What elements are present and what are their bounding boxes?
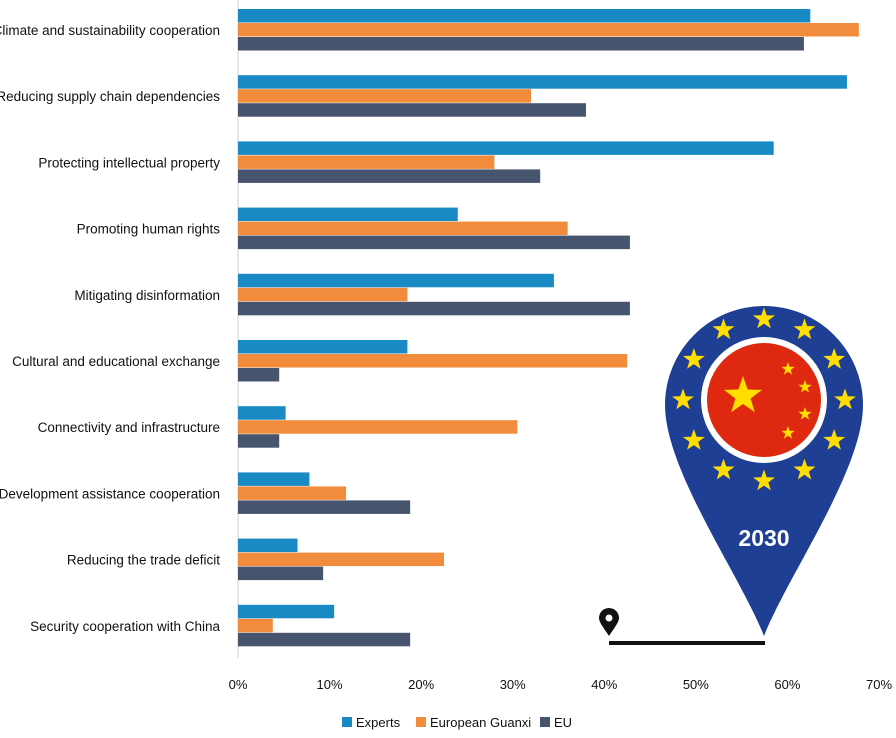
category-labels: Climate and sustainability cooperation Re…: [0, 23, 220, 634]
eu-star-ring: [672, 307, 856, 491]
bar-european-guanxi-protecting-intellectual-property: [238, 155, 495, 169]
bar-eu-cultural-and-educational-exchange: [238, 368, 280, 382]
category-label-cultural-and-educational-exchange: Cultural and educational exchange: [12, 354, 220, 369]
china-small-star-icon: [781, 362, 795, 375]
legend-swatch-european-guanxi: [416, 717, 426, 727]
x-tick-label: 50%: [683, 677, 709, 692]
bar-european-guanxi-promoting-human-rights: [238, 221, 568, 236]
x-tick-label: 70%: [866, 677, 892, 692]
category-label-security-cooperation-with-china: Security cooperation with China: [30, 619, 220, 634]
legend-label-experts: Experts: [356, 715, 401, 730]
category-label-climate-and-sustainability-cooperation: Climate and sustainability cooperation: [0, 23, 220, 38]
eu-star-icon: [834, 388, 856, 410]
bar-european-guanxi-connectivity-and-infrastructure: [238, 420, 518, 434]
bar-experts-connectivity-and-infrastructure: [238, 406, 286, 420]
china-small-star-icon: [781, 426, 795, 439]
x-tick-label: 40%: [591, 677, 617, 692]
bar-european-guanxi-reducing-the-trade-deficit: [238, 552, 445, 567]
bar-experts-mitigating-disinformation: [238, 273, 554, 288]
x-tick-label: 20%: [408, 677, 434, 692]
x-tick-label: 30%: [500, 677, 526, 692]
bar-eu-reducing-supply-chain-dependencies: [238, 103, 586, 117]
china-small-star-icon: [798, 407, 812, 420]
x-axis-ticks: 0% 10% 20% 30% 40% 50% 60% 70%: [229, 677, 893, 692]
bar-eu-promoting-human-rights: [238, 235, 630, 250]
bar-experts-climate-and-sustainability-cooperation: [238, 9, 811, 23]
bar-european-guanxi-climate-and-sustainability-cooperation: [238, 23, 859, 37]
bar-experts-security-cooperation-with-china: [238, 604, 335, 619]
category-label-protecting-intellectual-property: Protecting intellectual property: [38, 155, 220, 170]
x-tick-label: 10%: [317, 677, 343, 692]
bar-european-guanxi-security-cooperation-with-china: [238, 618, 273, 633]
bar-eu-reducing-the-trade-deficit: [238, 566, 324, 581]
eu-star-icon: [672, 388, 694, 410]
eu-star-icon: [823, 429, 846, 450]
eu-star-icon: [823, 348, 846, 369]
location-marker-icon: [599, 608, 619, 636]
category-label-mitigating-disinformation: Mitigating disinformation: [74, 288, 220, 303]
bars: [238, 9, 859, 647]
category-label-reducing-supply-chain-dependencies: Reducing supply chain dependencies: [0, 89, 220, 104]
bar-experts-reducing-the-trade-deficit: [238, 538, 298, 553]
legend-swatch-eu: [540, 717, 550, 727]
bar-experts-protecting-intellectual-property: [238, 141, 774, 155]
eu-star-icon: [712, 318, 735, 340]
bar-experts-cultural-and-educational-exchange: [238, 340, 408, 354]
legend: Experts European Guanxi EU: [342, 715, 572, 730]
x-tick-label: 60%: [774, 677, 800, 692]
bar-experts-reducing-supply-chain-dependencies: [238, 75, 847, 89]
eu-star-icon: [793, 458, 816, 480]
eu-star-icon: [753, 307, 775, 329]
category-label-promoting-human-rights: Promoting human rights: [77, 222, 221, 237]
legend-swatch-experts: [342, 717, 352, 727]
eu-star-icon: [712, 458, 735, 480]
legend-label-european-guanxi: European Guanxi: [430, 715, 531, 730]
bar-eu-security-cooperation-with-china: [238, 632, 411, 647]
category-label-development-assistance-cooperation: Development assistance cooperation: [0, 486, 220, 501]
x-tick-label: 0%: [229, 677, 248, 692]
bar-experts-promoting-human-rights: [238, 207, 458, 222]
eu-star-icon: [682, 429, 705, 450]
eu-china-pin-illustration: 2030: [599, 306, 863, 645]
bar-european-guanxi-development-assistance-cooperation: [238, 486, 347, 500]
china-small-star-icon: [798, 380, 812, 393]
bar-eu-mitigating-disinformation: [238, 301, 630, 316]
badge-year: 2030: [738, 525, 789, 551]
category-label-reducing-the-trade-deficit: Reducing the trade deficit: [67, 553, 220, 568]
china-flag-stars: [723, 362, 812, 439]
bar-european-guanxi-reducing-supply-chain-dependencies: [238, 89, 532, 103]
eu-star-icon: [753, 469, 775, 491]
legend-label-eu: EU: [554, 715, 572, 730]
bar-eu-development-assistance-cooperation: [238, 500, 411, 514]
category-label-connectivity-and-infrastructure: Connectivity and infrastructure: [38, 420, 220, 435]
bar-experts-development-assistance-cooperation: [238, 472, 310, 486]
china-flag-disc: [707, 343, 821, 457]
bar-european-guanxi-cultural-and-educational-exchange: [238, 354, 628, 368]
bar-european-guanxi-mitigating-disinformation: [238, 287, 408, 302]
bar-eu-protecting-intellectual-property: [238, 169, 541, 183]
china-big-star-icon: [723, 376, 763, 413]
bar-eu-climate-and-sustainability-cooperation: [238, 37, 804, 51]
eu-star-icon: [793, 318, 816, 340]
eu-star-icon: [682, 348, 705, 369]
bar-eu-connectivity-and-infrastructure: [238, 434, 280, 448]
